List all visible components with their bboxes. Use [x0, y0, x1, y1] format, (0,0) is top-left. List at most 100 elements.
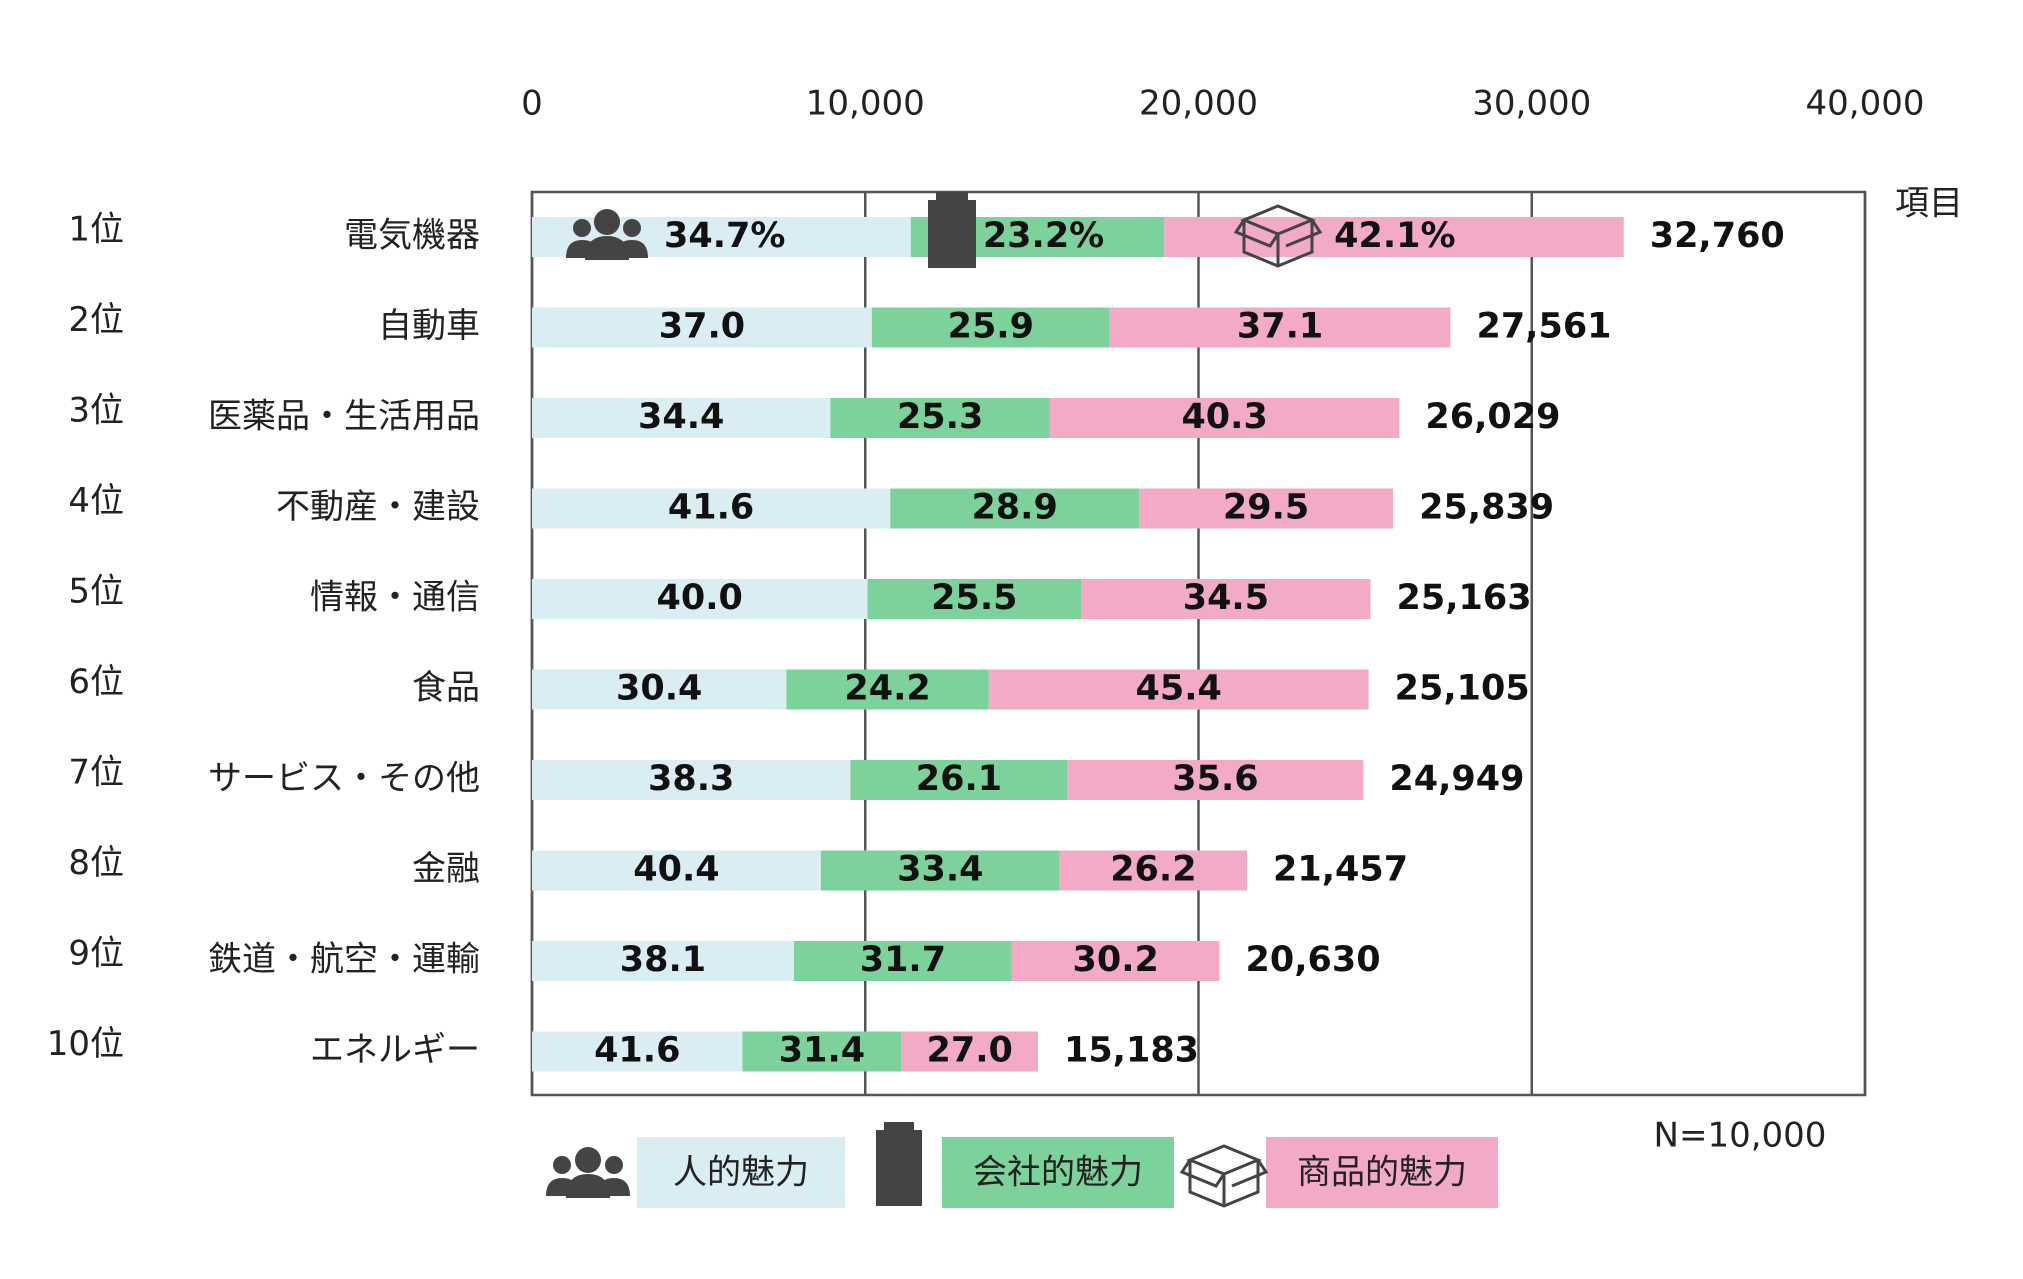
legend-label: 商品的魅力: [1297, 1153, 1467, 1193]
category-label: 電気機器: [344, 216, 480, 256]
note: N=10,000: [1654, 1116, 1827, 1156]
data-label: 30.2: [1073, 940, 1159, 980]
legend-label: 会社的魅力: [973, 1153, 1143, 1193]
data-label: 25.9: [948, 307, 1034, 347]
bar-segment: [890, 488, 1140, 529]
bar-segment: [532, 850, 821, 891]
bar-segment: [1109, 307, 1451, 348]
data-label: 26.2: [1110, 850, 1196, 890]
rank-label: 7位: [68, 753, 124, 793]
total-label: 20,630: [1245, 940, 1380, 980]
building-icon: [928, 192, 976, 268]
bar-segment: [830, 398, 1050, 438]
data-label: 25.5: [931, 578, 1017, 618]
category-label: エネルギー: [310, 1030, 480, 1070]
category-label: 情報・通信: [310, 578, 480, 618]
bar-segment: [1059, 850, 1248, 891]
total-label: 25,839: [1419, 488, 1554, 528]
data-label: 26.1: [916, 759, 1002, 799]
total-label: 26,029: [1425, 397, 1560, 437]
x-tick-label: 10,000: [806, 84, 925, 124]
rank-label: 1位: [68, 210, 124, 250]
category-label: 食品: [412, 668, 480, 708]
bar-segment: [1049, 398, 1400, 438]
icons: [546, 192, 1323, 1208]
rank-label: 4位: [68, 481, 124, 521]
x-tick-label: 0: [521, 84, 543, 124]
box-icon: [1179, 1144, 1269, 1208]
bar-segment: [820, 850, 1060, 891]
bar-segment: [871, 307, 1110, 348]
bar-segment: [793, 941, 1012, 981]
bar-segment: [742, 1031, 902, 1072]
rank-label: 10位: [47, 1024, 124, 1064]
x-tick-label: 30,000: [1472, 84, 1591, 124]
box-icon: [1233, 204, 1323, 268]
category-label: 医薬品・生活用品: [208, 397, 480, 437]
bar-segment: [988, 669, 1369, 710]
data-label: 35.6: [1172, 759, 1258, 799]
x-tick-label: 40,000: [1806, 84, 1925, 124]
data-label: 40.3: [1181, 397, 1267, 437]
people-icon: [546, 1147, 630, 1198]
data-label: 40.0: [657, 578, 743, 618]
rank-label: 2位: [68, 300, 124, 340]
category-label: 自動車: [378, 306, 480, 346]
data-label: 41.6: [668, 488, 754, 528]
data-label: 34.4: [638, 397, 724, 437]
rank-label: 5位: [68, 572, 124, 612]
bar-segment: [850, 760, 1068, 800]
data-label: 29.5: [1223, 488, 1309, 528]
category-label: 金融: [412, 849, 480, 889]
data-label: 40.4: [633, 850, 719, 890]
bar-segment: [786, 669, 989, 710]
data-label: 31.7: [860, 940, 946, 980]
legend-swatch: [637, 1137, 845, 1208]
data-label: 34.7%: [664, 216, 785, 256]
total-label: 21,457: [1273, 850, 1408, 890]
total-label: 27,561: [1476, 307, 1611, 347]
data-label: 25.3: [897, 397, 983, 437]
bar-segment: [532, 1031, 743, 1072]
bar-segment: [901, 1031, 1038, 1072]
bar-segment: [1011, 941, 1220, 981]
data-label: 24.2: [844, 669, 930, 709]
x-tick-label: 20,000: [1139, 84, 1258, 124]
axis-label: 項目: [1895, 184, 1963, 224]
bar-segment: [532, 488, 891, 529]
data-label: 33.4: [897, 850, 983, 890]
legend-swatch: [942, 1137, 1174, 1208]
legend-label: 人的魅力: [673, 1153, 809, 1193]
bar-segment: [532, 307, 872, 348]
total-label: 25,163: [1397, 578, 1532, 618]
rank-label: 8位: [68, 843, 124, 883]
bar-segment: [532, 760, 851, 800]
bar-segment: [1139, 488, 1394, 529]
bar-segment: [532, 669, 787, 710]
data-label: 30.4: [616, 669, 702, 709]
bar-segment: [867, 579, 1082, 619]
rank-label: 6位: [68, 662, 124, 702]
rank-label: 9位: [68, 934, 124, 974]
bar-segment: [532, 941, 794, 981]
data-label: 38.3: [648, 759, 734, 799]
bar-segment: [1067, 760, 1364, 800]
category-label: 不動産・建設: [276, 487, 480, 527]
data-label: 45.4: [1136, 669, 1222, 709]
data-label: 28.9: [971, 488, 1057, 528]
total-label: 15,183: [1064, 1031, 1199, 1071]
total-label: 24,949: [1389, 759, 1524, 799]
people-icon: [566, 209, 648, 260]
building-icon: [876, 1122, 922, 1206]
legend-swatch: [1266, 1137, 1498, 1208]
bar-segment: [532, 398, 831, 438]
data-label: 38.1: [620, 940, 706, 980]
bar-segment: [532, 579, 868, 619]
data-label: 42.1%: [1334, 216, 1455, 256]
category-label: サービス・その他: [208, 759, 480, 799]
data-label: 27.0: [926, 1031, 1012, 1071]
data-label: 37.1: [1237, 307, 1323, 347]
data-label: 31.4: [779, 1031, 865, 1071]
data-label: 37.0: [659, 307, 745, 347]
